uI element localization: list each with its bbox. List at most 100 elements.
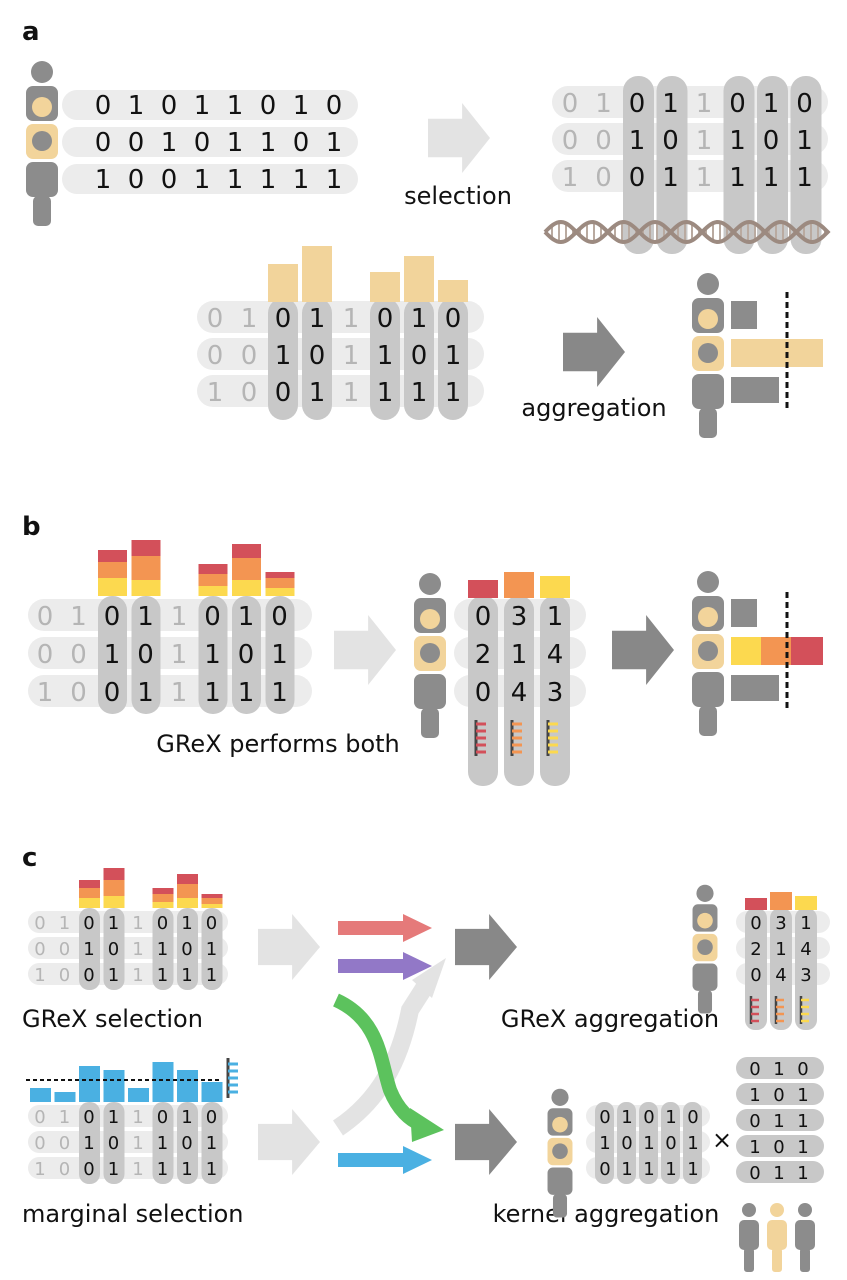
mini-legs [772, 1248, 782, 1272]
kernel-cell: 1 [621, 1159, 632, 1180]
weight-bar [268, 264, 298, 302]
genotype-cell: 0 [108, 939, 119, 960]
selected-column [302, 298, 332, 420]
genotype-cell: 1 [171, 602, 188, 632]
genotype-cell: 1 [132, 913, 143, 934]
selected-column [79, 1102, 100, 1184]
kernel-cell: 1 [687, 1133, 698, 1154]
genotype-cell: 1 [34, 1159, 45, 1180]
person-dot [698, 641, 718, 661]
kernel-weight-matrix [736, 1057, 824, 1183]
person-segment [414, 674, 446, 709]
mini-legs [800, 1248, 810, 1272]
stack-red [98, 550, 127, 562]
genotype-cell: 1 [343, 341, 360, 371]
mini-head [742, 1203, 756, 1217]
person-dot [698, 343, 718, 363]
grex-cell: 2 [750, 939, 761, 960]
genotype-cell: 0 [161, 91, 178, 121]
selected-column [790, 76, 822, 254]
genotype-cell: 0 [157, 913, 168, 934]
stack-yellow [152, 902, 174, 908]
genotype-cell: 1 [95, 165, 112, 195]
stack-orange [177, 884, 198, 898]
genotype-cell: 1 [171, 640, 188, 670]
marginal-bar [201, 1082, 223, 1102]
stack-orange [265, 578, 295, 588]
genotype-cell: 1 [271, 640, 288, 670]
mini-torso [739, 1220, 759, 1250]
selected-column [757, 76, 788, 254]
selected-column [404, 298, 434, 420]
person-head [419, 573, 441, 595]
genotype-cell: 1 [696, 89, 713, 119]
score-bar-yellow [731, 637, 761, 665]
person-dot [698, 607, 718, 627]
genotype-cell: 1 [293, 165, 310, 195]
grex-cell: 0 [475, 602, 492, 632]
genotype-cell: 1 [194, 91, 211, 121]
person-dot [32, 131, 52, 151]
aggregation-arrow [563, 317, 625, 387]
genotype-cell: 0 [326, 91, 343, 121]
stack-orange [79, 888, 100, 898]
genotype-cell: 1 [275, 341, 292, 371]
kernel-row-bg [736, 1057, 824, 1079]
grex-cell: 0 [750, 913, 761, 934]
kernel-cell: 1 [665, 1159, 676, 1180]
grex-cell: 3 [547, 678, 564, 708]
genotype-cell: 0 [194, 128, 211, 158]
genotype-cell: 0 [238, 640, 255, 670]
grex-cell: 0 [475, 678, 492, 708]
person-dot [697, 912, 713, 929]
person-legs [33, 196, 51, 226]
person-icon-a2 [692, 273, 724, 438]
genotype-cell: 1 [83, 1133, 94, 1154]
kernel-cell: 0 [621, 1133, 632, 1154]
genotype-cell: 1 [662, 89, 679, 119]
selected-column [268, 298, 298, 420]
stack-orange [152, 894, 174, 902]
grex-caption: GReX performs both [156, 730, 400, 758]
marginal-selection-label: marginal selection [22, 1200, 244, 1228]
genotype-cell: 0 [729, 89, 746, 119]
genotype-cell: 1 [157, 939, 168, 960]
stack-orange [198, 574, 228, 586]
genotype-cell: 1 [206, 1133, 217, 1154]
person-dot [552, 1143, 568, 1159]
weight-bar [438, 280, 468, 302]
selected-column [623, 76, 654, 254]
person-segment [547, 1167, 573, 1195]
marginal-bar [152, 1062, 174, 1102]
genotype-cell: 1 [445, 378, 462, 408]
genotype-cell: 0 [37, 640, 54, 670]
genotype-cell: 0 [241, 341, 258, 371]
genotype-cell: 1 [293, 91, 310, 121]
genotype-cell: 1 [763, 89, 780, 119]
person-legs [699, 408, 717, 438]
mini-head [770, 1203, 784, 1217]
selected-column [177, 1102, 198, 1184]
genotype-cell: 1 [206, 965, 217, 986]
genotype-cell: 1 [326, 128, 343, 158]
stack-yellow [265, 588, 295, 596]
genotype-cell: 1 [37, 678, 54, 708]
genotype-cell: 1 [204, 678, 221, 708]
kernel-weight-cell: 1 [797, 1085, 808, 1106]
genotype-cell: 0 [662, 126, 679, 156]
selected-column [198, 596, 228, 714]
stack-yellow [198, 586, 228, 596]
genotype-cell: 1 [137, 602, 154, 632]
stack-red [232, 544, 261, 558]
genotype-cell: 0 [70, 640, 87, 670]
person-icon-a [26, 61, 58, 226]
kernel-genotype-matrix [586, 1102, 710, 1184]
genotype-cell: 1 [227, 91, 244, 121]
dark-arrow-top [455, 914, 517, 980]
genotype-cell: 1 [171, 678, 188, 708]
genotype-cell: 1 [411, 304, 428, 334]
weight-bar [370, 272, 400, 302]
grex-matrix-b [454, 572, 586, 786]
panel-label-a: a [22, 17, 40, 47]
genotype-cell: 1 [562, 163, 579, 193]
